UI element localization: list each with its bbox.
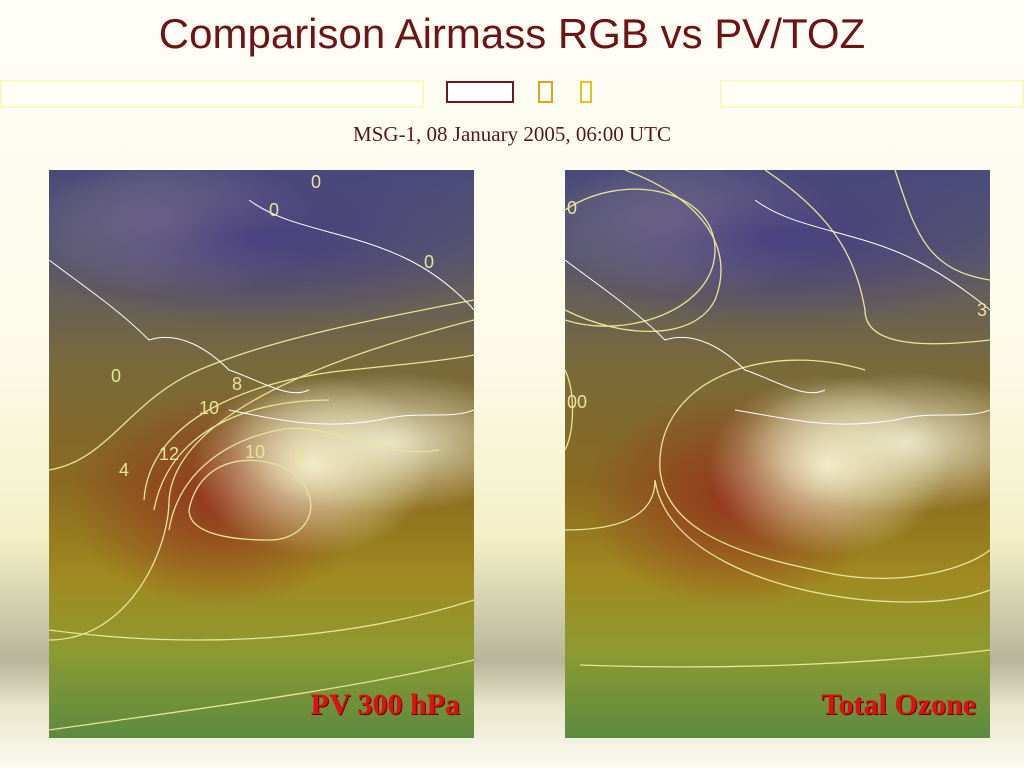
contour-label: 00	[567, 392, 588, 412]
pv-contours	[49, 199, 474, 731]
panel-label-ozone: Total Ozone	[821, 688, 976, 721]
decorative-box	[446, 81, 514, 103]
contour-label: 0	[269, 200, 280, 220]
contour-label: 8	[294, 446, 305, 466]
contour-label: 3	[977, 300, 988, 320]
panel-label-pv: PV 300 hPa	[310, 688, 460, 721]
contour-label: 4	[119, 460, 130, 480]
contour-label: 0	[311, 172, 322, 192]
decorative-bar-left	[0, 80, 424, 108]
satellite-image-ozone: 0 00 3 Total Ozone	[565, 170, 990, 738]
slide-subtitle: MSG-1, 08 January 2005, 06:00 UTC	[353, 122, 671, 146]
contour-label: 10	[199, 398, 220, 418]
contour-label: 0	[567, 198, 578, 218]
contour-label: 10	[245, 442, 266, 462]
contour-label: 0	[111, 366, 122, 386]
contour-label: 8	[232, 374, 243, 394]
decorative-box	[580, 81, 592, 103]
satellite-image-pv: 0 0 0 0 8 10 12 4 10 8 PV 300 hPa	[49, 170, 474, 738]
contour-label: 12	[159, 444, 180, 464]
slide-title: Comparison Airmass RGB vs PV/TOZ	[158, 10, 866, 57]
decorative-bar-right	[720, 80, 1024, 108]
ozone-contours	[565, 170, 990, 668]
decorative-box	[538, 81, 553, 103]
contour-label: 0	[424, 252, 435, 272]
